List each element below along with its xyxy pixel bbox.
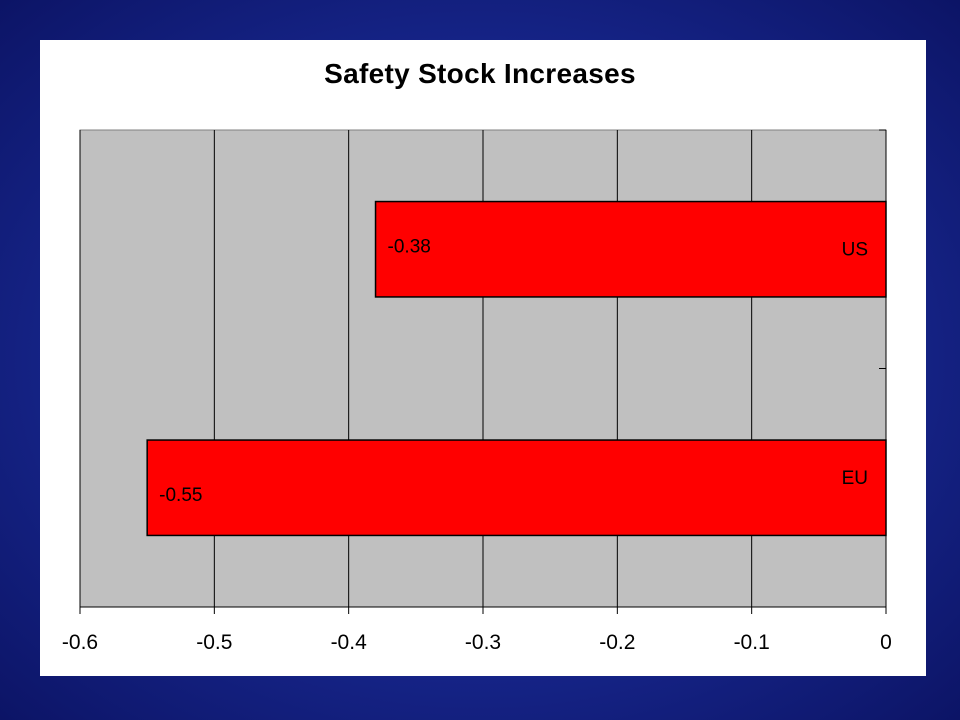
- bar-eu: [146, 439, 887, 537]
- bar-us: [374, 200, 887, 298]
- category-label-us: US: [842, 239, 868, 260]
- data-label-eu: -0.55: [159, 485, 202, 506]
- x-tick-label-1: -0.5: [196, 631, 232, 654]
- x-tick-label-2: -0.4: [331, 631, 368, 654]
- x-tick-label-6: 0: [880, 631, 892, 654]
- x-tick-label-5: -0.1: [734, 631, 770, 654]
- axes: [79, 129, 887, 614]
- x-tick-label-4: -0.2: [599, 631, 635, 654]
- chart-title: Safety Stock Increases: [324, 58, 636, 89]
- data-label-us: -0.38: [388, 236, 431, 257]
- bars: -0.38 US -0.55 EU: [146, 200, 887, 537]
- x-tick-label-3: -0.3: [465, 631, 501, 654]
- category-label-eu: EU: [842, 468, 868, 489]
- tick-labels: -0.6 -0.5 -0.4 -0.3 -0.2 -0.1 0: [62, 631, 892, 654]
- x-tick-label-0: -0.6: [62, 631, 98, 654]
